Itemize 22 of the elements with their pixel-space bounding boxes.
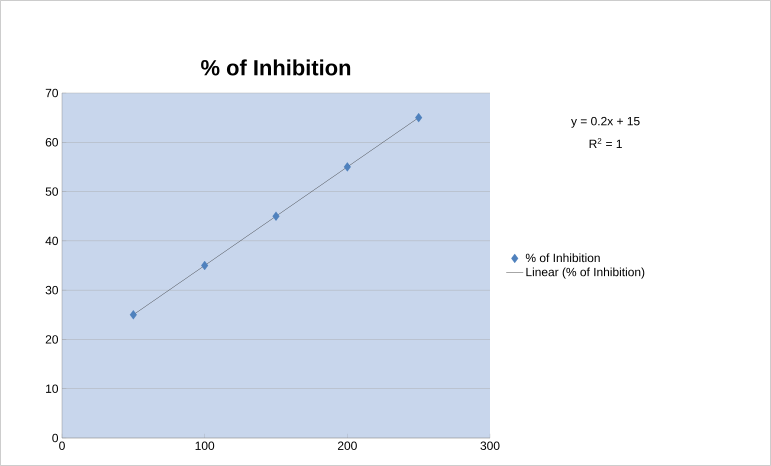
legend-label: % of Inhibition xyxy=(526,253,600,262)
x-tick-label: 100 xyxy=(196,442,214,450)
x-tick-label: 200 xyxy=(338,442,357,450)
y-tick-label: 20 xyxy=(46,335,58,344)
point xyxy=(344,162,351,172)
y-tick-label: 40 xyxy=(45,236,58,246)
point xyxy=(201,260,208,270)
y-tick-label: 30 xyxy=(46,286,58,294)
x-tick-label: 0 xyxy=(59,442,65,450)
y-tick-label: 0 xyxy=(52,434,58,442)
y-tick-label: 50 xyxy=(46,187,58,196)
y-tick-label: 10 xyxy=(46,384,58,393)
point xyxy=(130,310,137,320)
legend-label: Linear (% of Inhibition) xyxy=(526,267,644,279)
y-tick-label: 60 xyxy=(46,138,58,147)
chart-title: % of Inhibition xyxy=(201,59,350,76)
x-tick-label: 300 xyxy=(480,442,500,450)
y-tick-label: 70 xyxy=(46,88,58,98)
point xyxy=(415,112,422,122)
text: R$^{2}$ = 1 xyxy=(590,138,622,148)
point xyxy=(272,212,280,221)
text: y = 0.2x + 15 xyxy=(571,116,640,128)
